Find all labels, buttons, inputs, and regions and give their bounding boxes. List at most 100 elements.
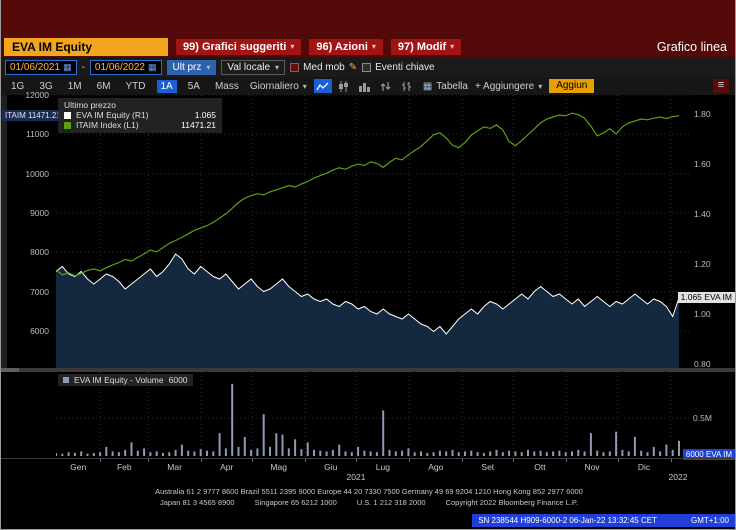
line-chart-icon[interactable] — [313, 79, 332, 93]
range-tab-3g[interactable]: 3G — [39, 80, 53, 92]
range-tab-1g[interactable]: 1G — [11, 80, 25, 92]
range-tab-5a[interactable]: 5A — [187, 80, 200, 92]
date-to-value: 01/06/2022 — [94, 61, 145, 73]
price-type-select[interactable]: Ult prz ▾ — [166, 59, 217, 75]
frequency-select[interactable]: Giornaliero ▾ — [250, 81, 307, 92]
range-tab-1a[interactable]: 1A — [156, 79, 177, 93]
x-axis-month: Mag — [270, 462, 287, 472]
panel-divider[interactable] — [1, 368, 735, 372]
ticker-box[interactable]: EVA IM Equity — [4, 37, 168, 56]
add-series-button[interactable]: + Aggiungere ▾ — [475, 81, 542, 92]
x-axis-year: 2021 — [346, 472, 366, 482]
range-tab-1m[interactable]: 1M — [67, 80, 82, 92]
volume-legend-label: EVA IM Equity - Volume — [74, 375, 164, 385]
menu-azioni[interactable]: 96) Azioni ▾ — [309, 38, 383, 55]
x-axis: Gen Feb Mar Apr Mag Giu Lug Ago Set Ott Nov Dic 2021… — [1, 458, 735, 483]
candlestick-chart-icon[interactable] — [335, 79, 353, 93]
volume-legend: EVA IM Equity - Volume 6000 — [58, 374, 193, 386]
x-axis-tick — [409, 459, 411, 462]
right-axis-tick: 1.60 — [694, 159, 711, 169]
right-axis-tick: 1.20 — [694, 259, 711, 269]
bar-chart-icon[interactable] — [356, 79, 374, 93]
calendar-icon[interactable]: ▦ — [63, 61, 72, 72]
menu-label: 97) Modif — [397, 40, 447, 53]
currency-select[interactable]: Val locale ▾ — [221, 59, 286, 75]
key-events-label: Eventi chiave — [375, 61, 435, 73]
chart-legend: Ultimo prezzo EVA IM Equity (R1) 1.065 I… — [58, 98, 222, 133]
chevron-down-icon: ▾ — [302, 81, 307, 91]
menu-modif[interactable]: 97) Modif ▾ — [390, 38, 462, 55]
up-down-arrows-icon[interactable] — [377, 79, 395, 93]
legend-row-eva[interactable]: EVA IM Equity (R1) 1.065 — [64, 110, 216, 120]
eva-series-label: EVA IM Equity (R1) — [76, 110, 149, 120]
chevron-down-icon: ▾ — [275, 62, 280, 72]
med-mob-label: Med mob — [303, 61, 345, 73]
date-from-value: 01/06/2021 — [10, 61, 61, 73]
chevron-down-icon: ▾ — [206, 62, 211, 72]
left-axis-tick: 9000 — [30, 208, 49, 218]
table-button[interactable]: ▦ Tabella — [423, 81, 468, 92]
aggiun-button[interactable]: Aggiun — [549, 79, 595, 93]
left-axis-tick: 7000 — [30, 286, 49, 297]
chevron-down-icon: ▾ — [538, 81, 543, 91]
left-axis-security-tag: ITAIM 11471.21 — [2, 110, 64, 122]
left-axis-tick: 12000 — [25, 90, 49, 100]
chart-left-gutter[interactable] — [1, 95, 7, 368]
chart-panel: 12000 11000 10000 9000 8000 7000 6000 1.80 1.60… — [1, 90, 735, 483]
x-axis-month: Dic — [637, 462, 651, 472]
itaim-series-value: 11471.21 — [181, 120, 216, 130]
chevron-down-icon: ▾ — [290, 41, 295, 51]
menu-grafici-suggeriti[interactable]: 99) Grafici suggeriti ▾ — [176, 38, 302, 55]
x-axis-tick — [617, 459, 619, 462]
x-axis-year: 2022 — [668, 472, 688, 482]
eva-series-value: 1.065 — [194, 110, 216, 120]
volume-axis-label: 0.5M — [693, 413, 712, 423]
range-tab-6m[interactable]: 6M — [96, 80, 111, 92]
x-axis-tick — [462, 459, 464, 462]
med-mob-checkbox[interactable] — [290, 62, 300, 72]
legend-header: Ultimo prezzo — [64, 100, 116, 110]
x-axis-tick — [305, 459, 307, 462]
right-axis: 1.80 1.60 1.40 1.20 1.00 0.80 — [692, 95, 735, 369]
hamburger-menu-icon[interactable]: ≡ — [713, 79, 729, 93]
left-axis-tick: 6000 — [30, 326, 49, 336]
x-axis-month: Giu — [324, 462, 338, 472]
sn-box: SN 238544 H909-6000-2 06-Jan-22 13:32:45… — [472, 514, 735, 527]
menu-bar: EVA IM Equity 99) Grafici suggeriti ▾ 96… — [1, 36, 735, 57]
volume-swatch — [63, 377, 69, 383]
volume-tag: 6000 EVA IM — [682, 449, 735, 460]
volume-chart-svg[interactable] — [55, 372, 690, 458]
footer-contact: Copyright 2022 Bloomberg Finance L.P. — [445, 498, 579, 507]
x-axis-month: Ago — [428, 462, 444, 472]
volume-plot-area[interactable] — [55, 372, 690, 458]
x-axis-month: Ott — [534, 462, 546, 472]
x-axis-month: Apr — [220, 462, 234, 472]
key-events-checkbox[interactable] — [362, 62, 372, 72]
last-price-tag: 1.065 EVA IM — [677, 292, 735, 304]
add-series-label: + Aggiungere — [474, 80, 535, 92]
x-axis-month: Gen — [70, 462, 87, 472]
range-tab-ytd[interactable]: YTD — [125, 80, 146, 92]
chevron-down-icon: ▾ — [371, 41, 376, 51]
menu-label: 96) Azioni — [316, 40, 368, 53]
legend-row-itaim[interactable]: ITAIM Index (L1) 11471.21 — [64, 120, 216, 130]
ohlc-chart-icon[interactable] — [398, 79, 416, 93]
x-axis-month: Set — [481, 462, 495, 472]
range-tab-mass[interactable]: Mass — [214, 80, 239, 92]
date-from-field[interactable]: 01/06/2021 ▦ — [5, 59, 77, 75]
date-to-field[interactable]: 01/06/2022 ▦ — [89, 59, 162, 75]
left-axis: 12000 11000 10000 9000 8000 7000 6000 — [1, 90, 53, 368]
x-axis-month: Lug — [375, 462, 390, 472]
x-axis-tick — [356, 459, 358, 462]
footer-line2: Japan 81 3 4565 8900 Singapore 65 6212 10… — [1, 496, 735, 507]
main-chart-svg[interactable] — [55, 94, 690, 368]
main-plot-area[interactable] — [55, 94, 690, 368]
calendar-icon[interactable]: ▦ — [147, 61, 157, 72]
footer-contact: U.S. 1 212 318 2000 — [356, 498, 426, 507]
left-axis-tick: 8000 — [30, 247, 49, 258]
pencil-icon[interactable]: ✎ — [348, 61, 358, 73]
divider-handle-icon[interactable] — [1, 368, 19, 372]
price-type-value: Ult prz — [172, 61, 202, 73]
right-axis-tick: 0.80 — [694, 359, 711, 369]
footer-contact: Japan 81 3 4565 8900 — [159, 498, 235, 507]
